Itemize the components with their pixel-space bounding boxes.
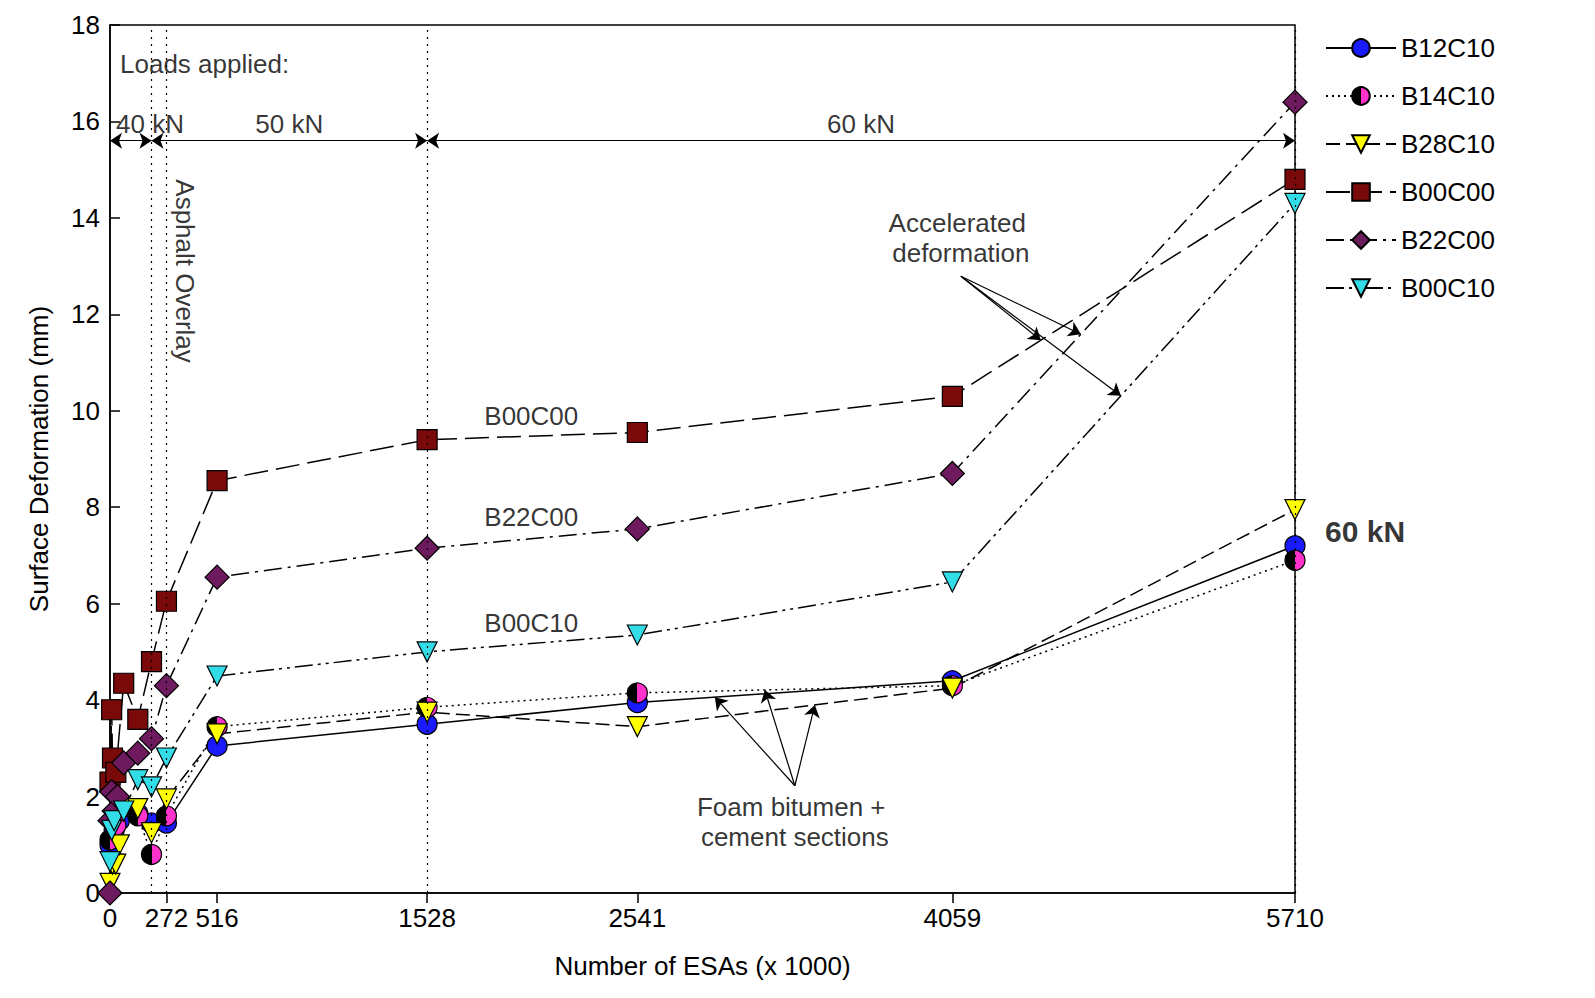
- svg-text:B00C10: B00C10: [1401, 273, 1495, 303]
- svg-text:0: 0: [85, 878, 100, 908]
- svg-text:8: 8: [86, 492, 100, 522]
- svg-text:B22C00: B22C00: [1401, 225, 1495, 255]
- svg-text:B00C00: B00C00: [1401, 177, 1495, 207]
- svg-text:Surface Deformation (mm): Surface Deformation (mm): [24, 306, 54, 612]
- svg-text:deformation: deformation: [892, 238, 1029, 268]
- svg-text:272: 272: [145, 903, 188, 933]
- svg-text:cement sections: cement sections: [701, 822, 889, 852]
- svg-text:5710: 5710: [1266, 903, 1324, 933]
- svg-text:B12C10: B12C10: [1401, 33, 1495, 63]
- svg-text:B28C10: B28C10: [1401, 129, 1495, 159]
- svg-text:60 kN: 60 kN: [1325, 515, 1405, 548]
- svg-text:B22C00: B22C00: [484, 502, 578, 532]
- svg-text:2541: 2541: [608, 903, 666, 933]
- svg-text:18: 18: [71, 10, 100, 40]
- svg-text:1528: 1528: [398, 903, 456, 933]
- svg-text:12: 12: [71, 299, 100, 329]
- svg-text:Foam bitumen +: Foam bitumen +: [697, 792, 893, 822]
- svg-text:Number of ESAs (x 1000): Number of ESAs (x 1000): [554, 951, 850, 981]
- svg-text:Accelerated: Accelerated: [889, 208, 1034, 238]
- svg-text:B00C10: B00C10: [484, 608, 578, 638]
- svg-text:516: 516: [195, 903, 238, 933]
- svg-text:50 kN: 50 kN: [255, 109, 323, 139]
- svg-text:40 kN: 40 kN: [116, 109, 184, 139]
- svg-text:6: 6: [86, 589, 100, 619]
- svg-text:16: 16: [71, 106, 100, 136]
- svg-text:2: 2: [86, 782, 100, 812]
- svg-text:B00C00: B00C00: [484, 401, 578, 431]
- svg-text:4059: 4059: [923, 903, 981, 933]
- svg-text:Loads applied:: Loads applied:: [120, 49, 289, 79]
- svg-text:10: 10: [71, 396, 100, 426]
- svg-text:0: 0: [103, 903, 117, 933]
- svg-text:14: 14: [71, 203, 100, 233]
- svg-text:4: 4: [86, 685, 100, 715]
- svg-text:Asphalt Overlay: Asphalt Overlay: [170, 179, 200, 363]
- svg-text:60 kN: 60 kN: [827, 109, 895, 139]
- svg-text:B14C10: B14C10: [1401, 81, 1495, 111]
